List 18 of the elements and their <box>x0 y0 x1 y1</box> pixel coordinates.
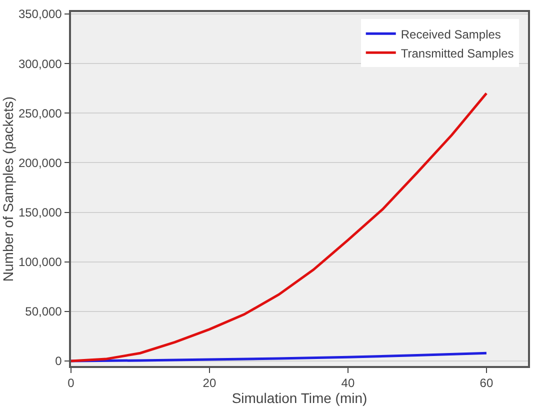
y-tick-label: 200,000 <box>18 156 62 170</box>
legend-label: Received Samples <box>400 27 501 42</box>
x-axis-title: Simulation Time (min) <box>232 390 368 406</box>
y-tick-label: 100,000 <box>18 255 62 270</box>
x-tick-label: 40 <box>341 376 355 390</box>
y-tick-label: 150,000 <box>18 206 62 220</box>
y-tick-label: 0 <box>55 354 62 368</box>
y-tick-label: 50,000 <box>25 304 62 319</box>
x-tick-label: 20 <box>202 376 216 390</box>
legend-label: Transmitted Samples <box>400 46 514 60</box>
y-axis-title: Number of Samples (packets) <box>0 96 16 282</box>
y-tick-label: 250,000 <box>18 106 62 120</box>
x-tick-label: 60 <box>480 376 494 390</box>
y-tick-label: 350,000 <box>18 7 62 22</box>
x-tick-label: 0 <box>68 376 75 390</box>
y-tick-label: 300,000 <box>18 56 62 71</box>
line-series <box>71 352 488 362</box>
line-series <box>71 92 488 362</box>
